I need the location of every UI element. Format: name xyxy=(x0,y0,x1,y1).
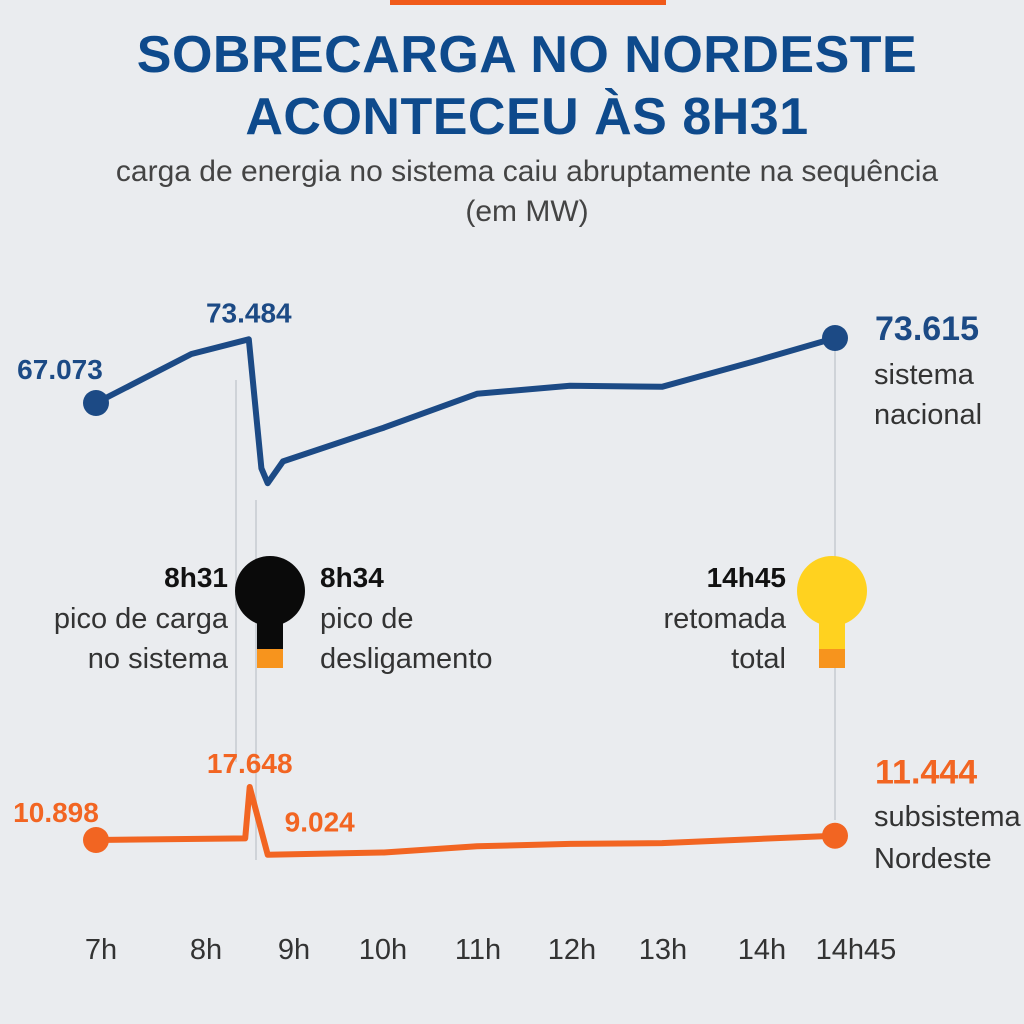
series-line-1 xyxy=(93,784,838,858)
bulb-off-icon-base xyxy=(257,649,283,668)
x-tick-label: 9h xyxy=(278,934,310,966)
annotation-time: 14h45 xyxy=(707,562,786,593)
series-marker-start xyxy=(83,827,109,853)
annotation-time: 8h34 xyxy=(320,562,384,593)
chart-subtitle: carga de energia no sistema caiu abrupta… xyxy=(0,152,1024,232)
series-name: subsistema xyxy=(874,801,1022,833)
annotation-text: desligamento xyxy=(320,643,493,675)
series-marker-start xyxy=(83,390,109,416)
bulb-on-icon-base xyxy=(819,649,845,668)
x-tick-label: 11h xyxy=(455,934,501,966)
series-name: nacional xyxy=(874,399,982,431)
data-label: 10.898 xyxy=(13,797,99,828)
data-label: 73.615 xyxy=(875,310,979,348)
annotation-text: pico de xyxy=(320,603,414,635)
x-tick-label: 7h xyxy=(85,934,117,966)
series-marker-end xyxy=(822,325,848,351)
data-label: 9.024 xyxy=(285,807,355,838)
subtitle-line-1: carga de energia no sistema caiu abrupta… xyxy=(115,155,939,188)
x-tick-label: 10h xyxy=(359,934,407,966)
series-name: sistema xyxy=(874,359,975,391)
annotation-text: total xyxy=(731,643,786,675)
x-tick-label: 13h xyxy=(639,934,687,966)
data-label: 67.073 xyxy=(17,354,103,385)
series-marker-end xyxy=(822,822,848,849)
bulb-on-icon-neck xyxy=(819,610,845,650)
top-accent-bar xyxy=(390,0,666,5)
series-line-0 xyxy=(93,335,838,487)
title-line-1: SOBRECARGA NO NORDESTE xyxy=(136,26,918,84)
subtitle-line-2: (em MW) xyxy=(465,195,589,228)
annotation-text: retomada xyxy=(663,603,786,635)
annotation-text: pico de carga xyxy=(54,603,229,635)
x-tick-label: 12h xyxy=(548,934,596,966)
chart-title: SOBRECARGA NO NORDESTE ACONTECEU ÀS 8H31 xyxy=(0,24,1024,148)
annotation-text: no sistema xyxy=(88,643,229,675)
x-tick-label: 14h xyxy=(738,934,786,966)
title-line-2: ACONTECEU ÀS 8H31 xyxy=(245,88,809,146)
bulb-on-icon-globe xyxy=(797,556,867,626)
data-label: 73.484 xyxy=(206,297,292,328)
x-tick-label: 14h45 xyxy=(816,934,897,966)
x-tick-label: 8h xyxy=(190,934,222,966)
annotation-time: 8h31 xyxy=(164,562,228,593)
data-label: 11.444 xyxy=(875,754,977,792)
bulb-off-icon-globe xyxy=(235,556,305,626)
series-name: Nordeste xyxy=(874,843,992,875)
bulb-off-icon-neck xyxy=(257,610,283,650)
data-label: 17.648 xyxy=(207,748,293,779)
